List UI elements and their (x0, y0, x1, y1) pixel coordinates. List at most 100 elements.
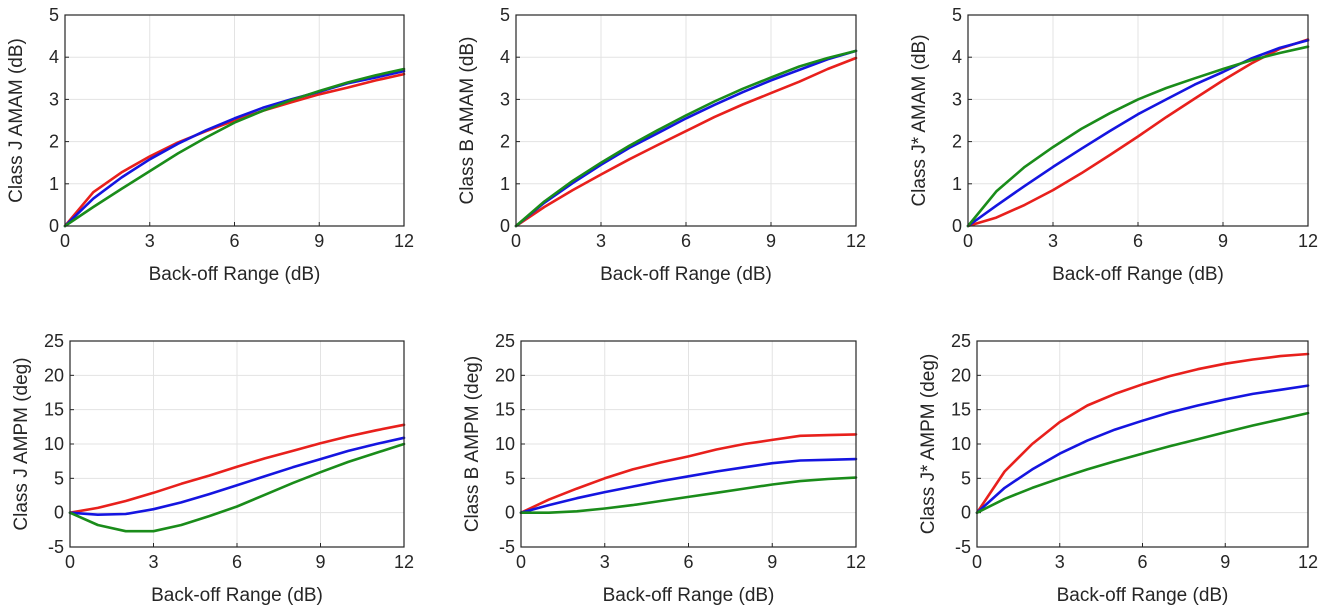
y-tick-label: 0 (500, 216, 510, 236)
axes-frame (64, 14, 405, 227)
series-line-red (519, 433, 858, 514)
y-tick-label: 1 (952, 174, 962, 194)
y-tick-label: -5 (48, 537, 64, 557)
x-axis-label: Back-off Range (dB) (1057, 585, 1229, 606)
x-axis-label: Back-off Range (dB) (603, 585, 775, 606)
series-line-red (68, 423, 406, 514)
x-axis-label: Back-off Range (dB) (600, 264, 772, 285)
series-line-green (519, 476, 858, 514)
y-tick-label: 10 (44, 434, 64, 454)
y-tick-label: 15 (495, 400, 515, 420)
axes-frame (515, 14, 857, 227)
x-axis-label: Back-off Range (dB) (1052, 264, 1224, 285)
series-line-green (966, 45, 1310, 228)
y-tick-label: 5 (500, 5, 510, 25)
series-line-green (68, 442, 406, 533)
series-line-green (514, 49, 858, 228)
x-tick-label: 0 (511, 231, 521, 251)
axes-frame (967, 14, 1309, 227)
x-tick-label: 12 (394, 552, 414, 572)
y-tick-label: 25 (951, 331, 971, 351)
x-tick-label: 3 (145, 231, 155, 251)
y-tick-label: 0 (54, 503, 64, 523)
y-tick-label: -5 (955, 537, 971, 557)
series-line-blue (966, 39, 1310, 228)
x-tick-label: 3 (600, 552, 610, 572)
x-axis-label: Back-off Range (dB) (151, 585, 323, 606)
series-line-blue (514, 49, 858, 228)
x-tick-label: 12 (846, 552, 866, 572)
x-tick-label: 3 (596, 231, 606, 251)
series-line-red (975, 352, 1310, 514)
x-tick-label: 9 (314, 231, 324, 251)
y-tick-label: 0 (952, 216, 962, 236)
y-tick-label: 25 (495, 331, 515, 351)
y-axis-label: Class B AMPM (deg) (462, 356, 483, 532)
x-tick-label: 3 (148, 552, 158, 572)
x-tick-label: 12 (1298, 552, 1318, 572)
x-tick-label: 9 (766, 231, 776, 251)
x-tick-label: 9 (1220, 552, 1230, 572)
series-line-red (966, 38, 1310, 228)
y-tick-label: 4 (49, 47, 59, 67)
y-tick-label: 0 (961, 503, 971, 523)
x-tick-label: 6 (229, 231, 239, 251)
y-tick-label: 5 (54, 468, 64, 488)
y-axis-label: Class J* AMPM (deg) (918, 354, 939, 535)
y-tick-label: 15 (951, 400, 971, 420)
x-tick-label: 9 (767, 552, 777, 572)
y-tick-label: 15 (44, 400, 64, 420)
x-tick-label: 9 (315, 552, 325, 572)
x-tick-label: 0 (60, 231, 70, 251)
y-tick-label: 5 (49, 5, 59, 25)
y-tick-label: 4 (500, 47, 510, 67)
x-tick-label: 0 (963, 231, 973, 251)
x-tick-label: 6 (1133, 231, 1143, 251)
x-tick-label: 12 (1298, 231, 1318, 251)
x-axis-label: Back-off Range (dB) (149, 264, 321, 285)
y-tick-label: 0 (49, 216, 59, 236)
y-tick-label: 20 (44, 365, 64, 385)
y-axis-label: Class J AMPM (deg) (11, 357, 32, 530)
x-tick-label: 6 (232, 552, 242, 572)
series-line-green (63, 67, 406, 228)
y-tick-label: 2 (49, 132, 59, 152)
x-tick-label: 0 (65, 552, 75, 572)
series-line-red (63, 72, 406, 228)
y-tick-label: 10 (495, 434, 515, 454)
y-tick-label: 25 (44, 331, 64, 351)
series-line-green (975, 411, 1310, 514)
x-tick-label: 6 (681, 231, 691, 251)
y-tick-label: 20 (495, 365, 515, 385)
y-tick-label: 1 (49, 174, 59, 194)
x-tick-label: 12 (394, 231, 414, 251)
y-tick-label: 2 (952, 132, 962, 152)
x-tick-label: 3 (1048, 231, 1058, 251)
series-line-blue (519, 457, 858, 514)
series-line-blue (68, 436, 406, 516)
y-tick-label: 5 (505, 468, 515, 488)
x-tick-label: 12 (846, 231, 866, 251)
x-tick-label: 3 (1055, 552, 1065, 572)
y-tick-label: 20 (951, 365, 971, 385)
y-tick-label: 3 (500, 89, 510, 109)
x-tick-label: 0 (972, 552, 982, 572)
y-axis-label: Class J* AMAM (dB) (909, 34, 930, 206)
axes-frame (976, 340, 1309, 548)
y-tick-label: 3 (952, 89, 962, 109)
y-tick-label: 1 (500, 174, 510, 194)
x-tick-label: 9 (1218, 231, 1228, 251)
y-tick-label: 5 (961, 468, 971, 488)
y-axis-label: Class J AMAM (dB) (6, 38, 27, 203)
y-tick-label: 4 (952, 47, 962, 67)
y-tick-label: 10 (951, 434, 971, 454)
x-tick-label: 6 (683, 552, 693, 572)
series-line-red (514, 56, 858, 228)
axes-frame (69, 340, 405, 548)
